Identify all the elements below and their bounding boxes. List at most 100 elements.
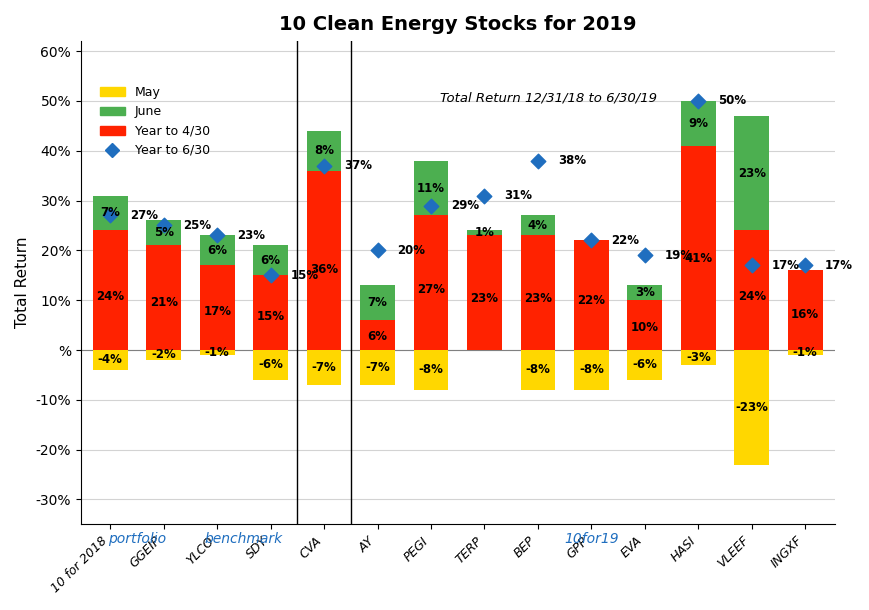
- Bar: [360, 350, 395, 385]
- Text: 36%: 36%: [310, 263, 338, 276]
- Text: -8%: -8%: [526, 364, 550, 376]
- Text: 7%: 7%: [100, 207, 120, 220]
- Text: 22%: 22%: [577, 294, 606, 307]
- Bar: [681, 146, 716, 350]
- Bar: [307, 131, 342, 171]
- Year to 6/30: [692, 96, 706, 106]
- Text: portfolio: portfolio: [108, 532, 166, 546]
- Text: -7%: -7%: [312, 361, 336, 374]
- Text: -6%: -6%: [258, 359, 283, 371]
- Bar: [734, 350, 769, 465]
- Text: -1%: -1%: [205, 346, 229, 359]
- Text: -7%: -7%: [365, 361, 390, 374]
- Text: 1%: 1%: [474, 226, 494, 239]
- Bar: [146, 350, 181, 360]
- Bar: [788, 350, 823, 355]
- Text: 41%: 41%: [684, 251, 713, 265]
- Bar: [253, 275, 288, 350]
- Text: -2%: -2%: [151, 348, 176, 362]
- Year to 6/30: [317, 161, 331, 171]
- Text: 21%: 21%: [149, 296, 178, 309]
- Text: 27%: 27%: [417, 283, 445, 296]
- Bar: [414, 215, 448, 350]
- Text: 50%: 50%: [718, 95, 746, 107]
- Text: 6%: 6%: [207, 244, 227, 257]
- Bar: [93, 350, 128, 370]
- Text: 10%: 10%: [631, 321, 659, 334]
- Bar: [200, 265, 235, 350]
- Bar: [307, 350, 342, 385]
- Text: 6%: 6%: [261, 254, 281, 267]
- Text: 5%: 5%: [154, 226, 174, 239]
- Year to 6/30: [424, 201, 438, 210]
- Year to 6/30: [156, 221, 170, 231]
- Year to 6/30: [531, 156, 545, 165]
- Bar: [253, 350, 288, 380]
- Text: 11%: 11%: [417, 182, 445, 195]
- Bar: [360, 320, 395, 350]
- Text: 7%: 7%: [368, 296, 388, 309]
- Bar: [307, 171, 342, 350]
- Bar: [788, 270, 823, 350]
- Year to 6/30: [210, 231, 224, 240]
- Year to 6/30: [745, 260, 759, 270]
- Text: 3%: 3%: [635, 286, 654, 300]
- Bar: [681, 350, 716, 365]
- Bar: [360, 285, 395, 320]
- Year to 6/30: [478, 191, 492, 201]
- Y-axis label: Total Return: Total Return: [15, 237, 30, 329]
- Year to 6/30: [263, 270, 277, 280]
- Text: 19%: 19%: [665, 249, 693, 262]
- Text: 27%: 27%: [130, 209, 158, 222]
- Text: 29%: 29%: [451, 199, 479, 212]
- Year to 6/30: [585, 235, 599, 245]
- Bar: [146, 220, 181, 245]
- Text: 23%: 23%: [524, 292, 552, 305]
- Bar: [627, 300, 662, 350]
- Title: 10 Clean Energy Stocks for 2019: 10 Clean Energy Stocks for 2019: [279, 15, 636, 34]
- Bar: [414, 350, 448, 390]
- Year to 6/30: [370, 245, 384, 255]
- Bar: [734, 231, 769, 350]
- Text: 25%: 25%: [183, 219, 212, 232]
- Bar: [253, 245, 288, 275]
- Text: Total Return 12/31/18 to 6/30/19: Total Return 12/31/18 to 6/30/19: [440, 92, 657, 105]
- Bar: [681, 101, 716, 146]
- Text: 24%: 24%: [738, 290, 766, 303]
- Year to 6/30: [638, 251, 652, 260]
- Text: -4%: -4%: [98, 353, 123, 367]
- Text: 6%: 6%: [368, 330, 388, 343]
- Text: 31%: 31%: [504, 189, 532, 202]
- Bar: [627, 350, 662, 380]
- Text: 17%: 17%: [825, 259, 853, 272]
- Text: 9%: 9%: [688, 117, 708, 130]
- Text: -23%: -23%: [735, 401, 768, 414]
- Text: 17%: 17%: [203, 306, 231, 318]
- Bar: [414, 160, 448, 215]
- Bar: [734, 116, 769, 231]
- Text: -6%: -6%: [633, 359, 657, 371]
- Text: 24%: 24%: [96, 290, 124, 303]
- Bar: [574, 240, 609, 350]
- Text: 23%: 23%: [738, 167, 766, 179]
- Text: 23%: 23%: [237, 229, 265, 242]
- Bar: [93, 231, 128, 350]
- Text: 22%: 22%: [611, 234, 640, 247]
- Bar: [521, 350, 555, 390]
- Text: 37%: 37%: [344, 159, 372, 172]
- Bar: [574, 350, 609, 390]
- Bar: [521, 215, 555, 235]
- Text: 20%: 20%: [397, 244, 425, 257]
- Text: 4%: 4%: [528, 219, 548, 232]
- Text: 10for19: 10for19: [564, 532, 619, 546]
- Bar: [200, 350, 235, 355]
- Text: benchmark: benchmark: [205, 532, 283, 546]
- Text: -1%: -1%: [793, 346, 818, 359]
- Year to 6/30: [103, 210, 117, 220]
- Bar: [146, 245, 181, 350]
- Text: 16%: 16%: [791, 307, 819, 321]
- Bar: [627, 285, 662, 300]
- Text: -8%: -8%: [419, 364, 443, 376]
- Bar: [521, 235, 555, 350]
- Text: 23%: 23%: [470, 292, 499, 305]
